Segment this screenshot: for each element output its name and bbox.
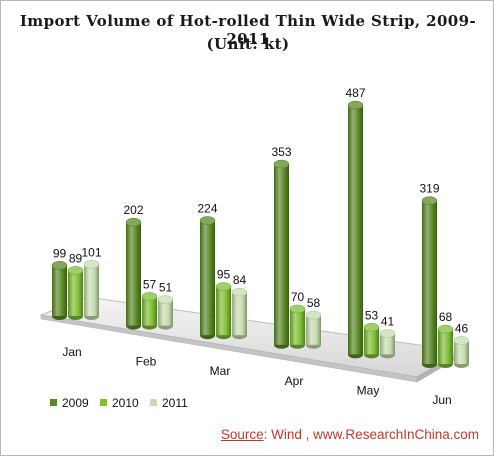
value-labels: 99 89 101 202 57 51 224 95 84 353 70 58 487 53 41 319 68… — [53, 86, 469, 335]
bar-may-2010 — [363, 323, 380, 359]
value-label: 319 — [419, 182, 439, 196]
chart-title: Import Volume of Hot-rolled Thin Wide St… — [19, 12, 477, 48]
bar-apr-2011 — [305, 310, 322, 349]
value-label: 99 — [53, 246, 67, 260]
value-label: 224 — [197, 202, 217, 216]
value-label: 84 — [233, 273, 247, 287]
bar-mar-2011 — [231, 287, 248, 340]
category-label: Feb — [136, 355, 157, 369]
value-label: 353 — [271, 145, 291, 159]
value-label: 202 — [123, 203, 143, 217]
legend-swatch — [100, 399, 107, 406]
category-labels: Jan Feb Mar Apr May Jun — [62, 345, 451, 407]
category-label: May — [357, 383, 380, 397]
value-label: 41 — [381, 314, 395, 328]
legend-label: 2011 — [162, 396, 188, 410]
category-label: Jan — [62, 345, 81, 359]
chart-subtitle: (Unit: kt) — [206, 35, 290, 53]
bar-apr-2009 — [273, 159, 290, 349]
bar-jun-2009 — [421, 196, 438, 368]
legend-swatch — [150, 399, 157, 406]
bar-apr-2010 — [289, 304, 306, 349]
source-label: Source — [220, 427, 264, 442]
source-note: Source: Wind , www.ResearchInChina.com — [221, 427, 479, 442]
bar-jan-2009 — [51, 261, 68, 320]
chart-floor — [39, 296, 463, 383]
legend-label: 2009 — [62, 396, 89, 410]
legend: 2009 2010 2011 — [50, 396, 188, 410]
category-label: Apr — [285, 374, 304, 388]
source-text: : Wind , www.ResearchInChina.com — [263, 427, 479, 442]
bar-may-2009 — [347, 100, 364, 359]
bar-feb-2009 — [125, 217, 142, 330]
value-label: 70 — [291, 290, 305, 304]
bar-feb-2011 — [157, 295, 174, 330]
value-label: 58 — [307, 296, 321, 310]
value-label: 53 — [365, 308, 379, 322]
bar-jan-2011 — [83, 260, 100, 320]
bar-feb-2010 — [141, 292, 158, 330]
value-label: 68 — [439, 310, 453, 324]
value-label: 487 — [345, 86, 365, 100]
legend-swatch — [50, 399, 57, 406]
category-label: Jun — [432, 393, 451, 407]
legend-label: 2010 — [112, 396, 139, 410]
bar-jun-2011 — [453, 336, 470, 368]
bar-mar-2009 — [199, 216, 216, 340]
bar-jun-2010 — [437, 324, 454, 368]
value-label: 57 — [143, 277, 157, 291]
value-label: 46 — [455, 321, 469, 335]
bar-may-2011 — [379, 329, 396, 359]
floor-top — [39, 296, 463, 378]
bar-mar-2010 — [215, 282, 232, 340]
bars-group — [51, 100, 470, 368]
value-label: 95 — [217, 268, 231, 282]
value-label: 89 — [69, 251, 83, 265]
value-label: 101 — [81, 245, 101, 259]
bar-jan-2010 — [67, 266, 84, 320]
value-label: 51 — [159, 280, 173, 294]
category-label: Mar — [210, 364, 231, 378]
